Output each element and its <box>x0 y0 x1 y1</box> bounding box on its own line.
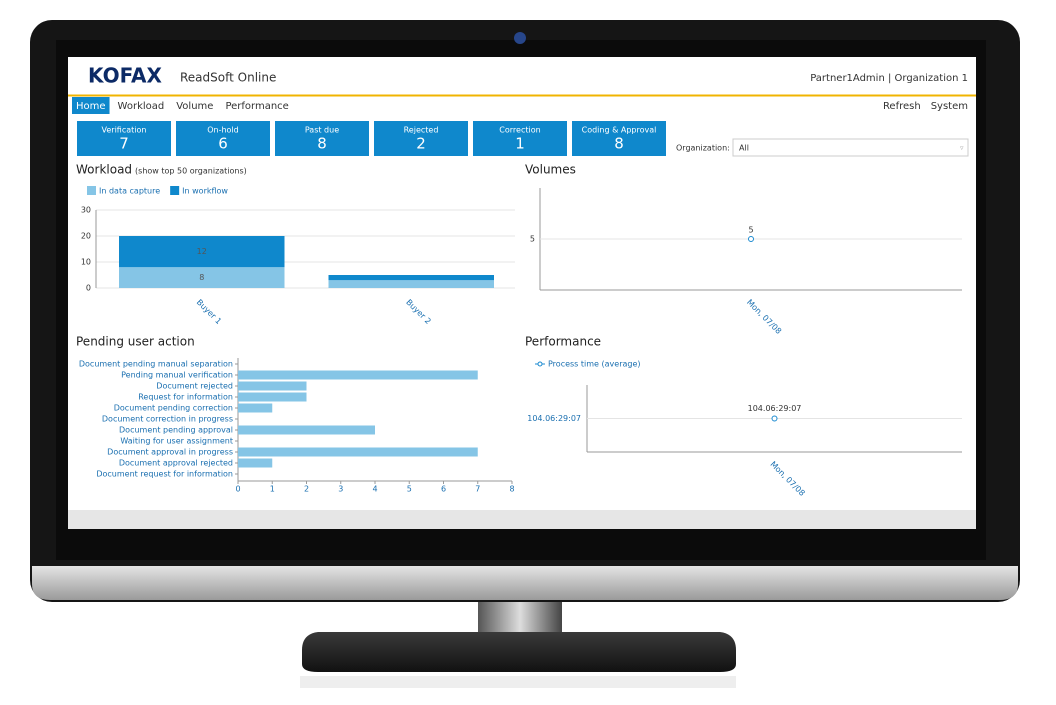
y-tick-label: 5 <box>530 235 535 244</box>
tile-value: 2 <box>416 135 426 153</box>
base-reflection <box>300 676 736 688</box>
x-tick-label: 7 <box>475 485 480 494</box>
pending-title: Pending user action <box>76 335 195 349</box>
nav-item[interactable]: Home <box>76 101 106 112</box>
bar <box>238 447 478 457</box>
tile-value: 6 <box>218 135 228 153</box>
bar <box>238 381 307 391</box>
stand-base <box>302 632 736 672</box>
status-tile[interactable] <box>176 121 270 156</box>
x-tick-label: 5 <box>407 485 412 494</box>
legend-label: In data capture <box>99 187 160 196</box>
tile-label: Coding & Approval <box>582 126 657 135</box>
y-tick-label: 104.06:29:07 <box>527 414 581 423</box>
x-tick-label: 3 <box>338 485 343 494</box>
tile-value: 1 <box>515 135 525 153</box>
x-tick-label: 6 <box>441 485 446 494</box>
bar <box>238 458 273 468</box>
status-tile[interactable] <box>374 121 468 156</box>
tile-label: Verification <box>102 126 147 135</box>
x-tick-label: 4 <box>372 485 377 494</box>
bar <box>238 425 375 435</box>
bar-label: 8 <box>199 273 204 282</box>
status-tile[interactable] <box>572 121 666 156</box>
nav-item[interactable]: System <box>931 101 968 112</box>
bar-segment <box>119 267 285 288</box>
workload-title: Workload <box>76 163 132 177</box>
y-tick-label: 0 <box>86 284 91 293</box>
x-tick-label: 2 <box>304 485 309 494</box>
legend-marker <box>537 361 543 367</box>
status-tile[interactable] <box>77 121 171 156</box>
camera <box>514 32 526 44</box>
nav-item[interactable]: Volume <box>176 101 213 112</box>
y-tick-label: 20 <box>81 232 91 241</box>
y-tick-label: Document pending correction <box>114 404 233 413</box>
bar <box>238 403 273 413</box>
y-tick-label: Document correction in progress <box>102 415 233 424</box>
volumes-title: Volumes <box>525 163 576 177</box>
y-tick-label: Document pending approval <box>119 426 233 435</box>
status-tile[interactable] <box>473 121 567 156</box>
y-tick-label: Pending manual verification <box>121 371 233 380</box>
y-tick-label: 30 <box>81 206 91 215</box>
y-tick-label: Document approval rejected <box>119 459 233 468</box>
bar-label: 12 <box>197 247 207 256</box>
tile-label: Past due <box>305 126 339 135</box>
y-tick-label: Waiting for user assignment <box>120 437 233 446</box>
y-tick-label: 10 <box>81 258 91 267</box>
y-tick-label: Document pending manual separation <box>79 360 233 369</box>
bezel-chin <box>32 566 1018 600</box>
org-value: All <box>739 144 749 153</box>
x-tick-label: 8 <box>509 485 514 494</box>
tile-value: 7 <box>119 135 129 153</box>
org-label: Organization: <box>676 144 730 153</box>
x-tick-label: 0 <box>235 485 240 494</box>
point-label: 5 <box>748 226 753 235</box>
y-tick-label: Request for information <box>138 393 233 402</box>
app-name: ReadSoft Online <box>180 71 276 85</box>
point-label: 104.06:29:07 <box>748 404 802 413</box>
tile-label: Correction <box>499 126 540 135</box>
tile-value: 8 <box>614 135 624 153</box>
org-select[interactable] <box>732 138 969 157</box>
bar-segment <box>328 275 494 281</box>
bar-segment <box>119 236 285 268</box>
legend-swatch <box>87 186 96 195</box>
logo: KOFAX <box>88 64 162 88</box>
bar-segment <box>328 280 494 288</box>
y-tick-label: Document request for information <box>96 470 233 479</box>
org-caret: ▿ <box>960 144 964 152</box>
workload-subtitle: (show top 50 organizations) <box>135 167 247 176</box>
bar <box>238 370 478 380</box>
data-point <box>748 236 754 242</box>
y-tick-label: Document rejected <box>156 382 233 391</box>
nav-item[interactable]: Refresh <box>883 101 921 112</box>
y-tick-label: Document approval in progress <box>107 448 233 457</box>
tile-label: On-hold <box>207 126 239 135</box>
performance-title: Performance <box>525 335 601 349</box>
bar <box>238 392 307 402</box>
x-tick-label: 1 <box>270 485 275 494</box>
legend-label: In workflow <box>182 187 228 196</box>
nav-item[interactable]: Performance <box>225 101 288 112</box>
legend-label: Process time (average) <box>548 360 641 369</box>
nav-active <box>72 97 110 114</box>
nav-item[interactable]: Workload <box>118 101 165 112</box>
tile-label: Rejected <box>404 126 439 135</box>
legend-swatch <box>170 186 180 195</box>
stand-neck <box>478 596 562 638</box>
status-tile[interactable] <box>275 121 369 156</box>
tile-value: 8 <box>317 135 327 153</box>
data-point <box>771 415 778 422</box>
user-info[interactable]: Partner1Admin | Organization 1 <box>810 73 968 84</box>
